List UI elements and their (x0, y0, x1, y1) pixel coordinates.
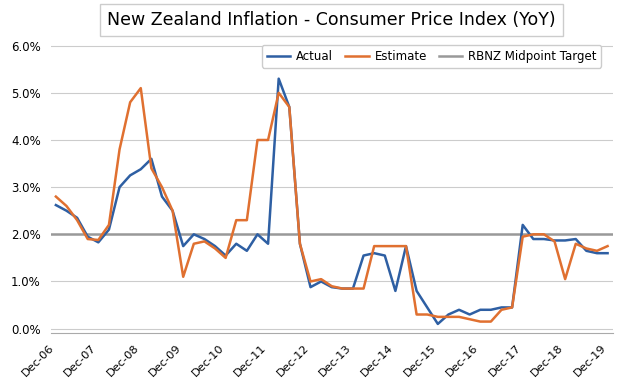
RBNZ Midpoint Target (63, 232, 71, 237)
Estimate (212, 246, 219, 251)
Estimate (604, 244, 612, 248)
Actual (52, 203, 60, 207)
Actual (413, 289, 421, 293)
Legend: Actual, Estimate, RBNZ Midpoint Target: Actual, Estimate, RBNZ Midpoint Target (262, 45, 602, 67)
Actual (498, 305, 505, 310)
Line: Actual: Actual (56, 79, 608, 324)
Estimate (498, 307, 505, 312)
Estimate (392, 244, 399, 248)
Estimate (477, 319, 484, 324)
Estimate (381, 244, 389, 248)
Actual (604, 251, 612, 255)
Estimate (424, 312, 431, 317)
Actual (434, 322, 442, 326)
Actual (392, 289, 399, 293)
Line: Estimate: Estimate (56, 88, 608, 322)
Actual (424, 305, 431, 310)
Estimate (52, 194, 60, 199)
RBNZ Midpoint Target (52, 232, 60, 237)
Title: New Zealand Inflation - Consumer Price Index (YoY): New Zealand Inflation - Consumer Price I… (107, 11, 556, 29)
Estimate (137, 86, 145, 90)
Estimate (413, 312, 421, 317)
Actual (381, 253, 389, 258)
Actual (275, 76, 283, 81)
Actual (201, 237, 208, 241)
